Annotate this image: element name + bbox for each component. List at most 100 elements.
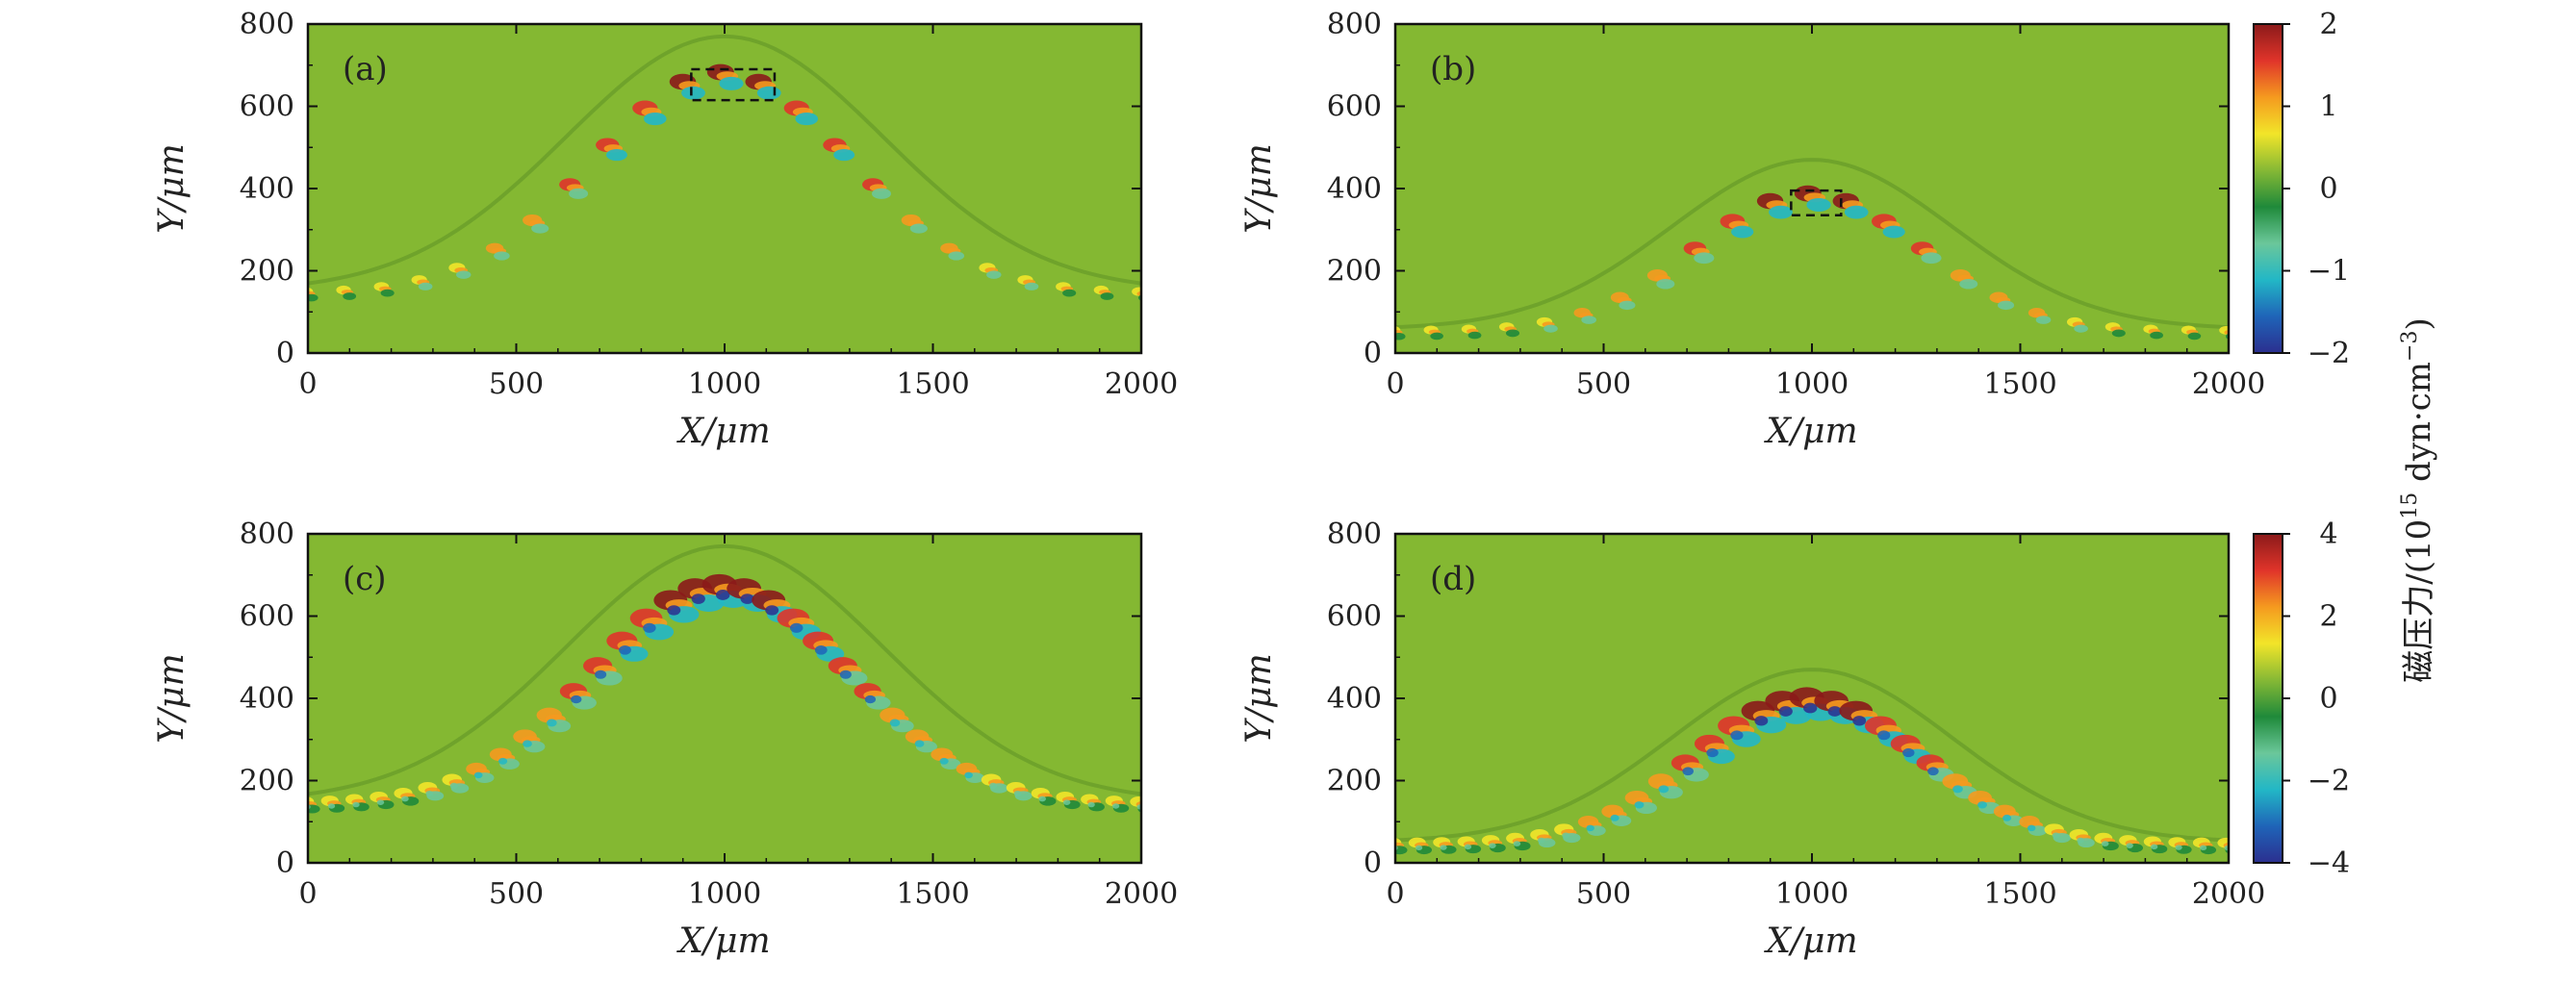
lobe-negative bbox=[833, 149, 855, 162]
x-tick-label: 2000 bbox=[1105, 877, 1178, 911]
lobe-deep-negative bbox=[1902, 747, 1915, 758]
y-tick-label: 200 bbox=[1327, 765, 1382, 798]
lobe-negative bbox=[986, 270, 1002, 279]
lobe-deep-negative bbox=[547, 719, 557, 727]
lobe-deep-negative bbox=[740, 594, 754, 604]
colorbar-2: 4 2 0 −2 −4 bbox=[2253, 518, 2350, 880]
y-tick-label: 600 bbox=[240, 90, 294, 124]
lobe-deep-negative bbox=[1952, 785, 1963, 794]
lobe-negative bbox=[1543, 324, 1558, 333]
colorbar-tick-label: −1 bbox=[2308, 255, 2350, 289]
panel-label: (a) bbox=[343, 50, 388, 88]
panel-label: (c) bbox=[343, 560, 387, 598]
lobe-negative bbox=[1882, 225, 1905, 239]
lobe-warm bbox=[2224, 330, 2229, 336]
lobe-negative bbox=[1024, 282, 1039, 290]
field-layer bbox=[1395, 668, 2229, 855]
lobe-deep-negative bbox=[2077, 837, 2085, 844]
lobe-negative bbox=[756, 86, 781, 100]
x-tick-label: 0 bbox=[1386, 877, 1404, 911]
lobe-deep-negative bbox=[1706, 747, 1719, 758]
y-tick-label: 200 bbox=[240, 765, 294, 798]
x-tick-label: 1000 bbox=[688, 367, 761, 401]
panel-label: (d) bbox=[1430, 560, 1476, 598]
lobe-negative bbox=[2150, 331, 2163, 340]
x-tick-label: 1500 bbox=[1983, 877, 2056, 911]
y-tick-label: 800 bbox=[240, 8, 294, 41]
shock-front bbox=[1395, 668, 2229, 843]
lobe-deep-negative bbox=[1586, 824, 1594, 832]
field-layer bbox=[1395, 158, 2229, 341]
lobe-negative bbox=[308, 293, 319, 302]
colorbar-tick-label: −4 bbox=[2308, 846, 2350, 880]
lobe-negative bbox=[2074, 324, 2088, 333]
lobe-deep-negative bbox=[2052, 832, 2060, 839]
colorbar-gradient bbox=[2253, 533, 2283, 864]
lobe-deep-negative bbox=[473, 771, 483, 779]
lobe-deep-negative bbox=[864, 695, 877, 704]
lobe-deep-negative bbox=[1038, 796, 1046, 802]
y-tick-label: 0 bbox=[276, 846, 294, 880]
x-tick-label: 0 bbox=[298, 877, 317, 911]
colorbar-tick-label: 4 bbox=[2319, 518, 2337, 551]
lobe-negative bbox=[644, 113, 667, 126]
lobe-deep-negative bbox=[1682, 767, 1694, 776]
lobe-deep-negative bbox=[2101, 841, 2109, 846]
lobe-deep-negative bbox=[498, 757, 508, 765]
panel-d: 0 500 1000 1500 2000 0 200 400 600 800 X/μm Y/μm (d) bbox=[1239, 518, 2265, 961]
x-tick-label: 2000 bbox=[2192, 877, 2265, 911]
lobe-deep-negative bbox=[914, 740, 925, 747]
lobe-deep-negative bbox=[2126, 843, 2133, 848]
x-axis-label: X/μm bbox=[676, 412, 770, 451]
y-tick-label: 0 bbox=[276, 337, 294, 370]
lobe-deep-negative bbox=[1440, 845, 1447, 850]
colorbar-tick-label: 0 bbox=[2319, 682, 2337, 716]
colorbars: 2 1 0 −1 −2 4 2 0 −2 −4 bbox=[2253, 8, 2350, 880]
lobe-deep-negative bbox=[691, 594, 705, 604]
y-tick-label: 400 bbox=[240, 682, 294, 716]
lobe-deep-negative bbox=[814, 644, 828, 655]
lobe-deep-negative bbox=[839, 669, 852, 679]
lobe-deep-negative bbox=[1803, 702, 1818, 714]
x-axis-label: X/μm bbox=[1763, 412, 1857, 451]
lobe-deep-negative bbox=[1087, 801, 1095, 808]
lobe-deep-negative bbox=[643, 622, 656, 633]
lobe-negative bbox=[1959, 279, 1978, 290]
lobe-negative bbox=[1581, 316, 1596, 324]
x-tick-label: 1000 bbox=[688, 877, 761, 911]
shock-front bbox=[308, 34, 1141, 286]
lobe-deep-negative bbox=[619, 644, 631, 655]
colorbar-title-close: ) bbox=[2400, 317, 2438, 330]
lobe-deep-negative bbox=[1111, 803, 1120, 809]
lobe-negative bbox=[456, 270, 472, 279]
lobe-deep-negative bbox=[401, 796, 409, 802]
lobe-negative bbox=[1467, 331, 1482, 340]
lobe-deep-negative bbox=[352, 801, 360, 808]
x-tick-label: 2000 bbox=[1105, 367, 1178, 401]
colorbar-title-exponent: 15 bbox=[2398, 492, 2422, 519]
x-tick-label: 500 bbox=[489, 877, 544, 911]
lobe-negative bbox=[1619, 300, 1636, 311]
lobe-deep-negative bbox=[1927, 767, 1939, 776]
colorbar-title-text: 磁压力/(1015 dyn·cm−3) bbox=[2398, 317, 2438, 682]
lobe-negative bbox=[719, 76, 744, 90]
colorbar-tick-label: 2 bbox=[2319, 8, 2337, 41]
lobe-deep-negative bbox=[449, 782, 458, 789]
x-tick-label: 1000 bbox=[1775, 367, 1849, 401]
lobe-deep-negative bbox=[1852, 716, 1867, 726]
lobe-deep-negative bbox=[376, 799, 385, 805]
colorbar-tick-label: −2 bbox=[2308, 765, 2350, 798]
y-tick-label: 600 bbox=[240, 600, 294, 634]
colorbar-title-unit: dyn·cm bbox=[2400, 362, 2438, 492]
x-axis-label: X/μm bbox=[676, 922, 770, 961]
x-tick-label: 1500 bbox=[1983, 367, 2056, 401]
lobe-warm bbox=[1136, 290, 1141, 296]
lobe-negative bbox=[1062, 289, 1077, 297]
lobe-deep-negative bbox=[1062, 799, 1071, 805]
lobe-negative bbox=[1731, 225, 1754, 239]
shock-front bbox=[308, 543, 1141, 796]
panels: 0 500 1000 1500 20000200400600800X/μmY/μm(a)… bbox=[152, 8, 2265, 961]
lobe-deep-negative bbox=[2027, 824, 2036, 832]
y-tick-label: 0 bbox=[1364, 846, 1382, 880]
